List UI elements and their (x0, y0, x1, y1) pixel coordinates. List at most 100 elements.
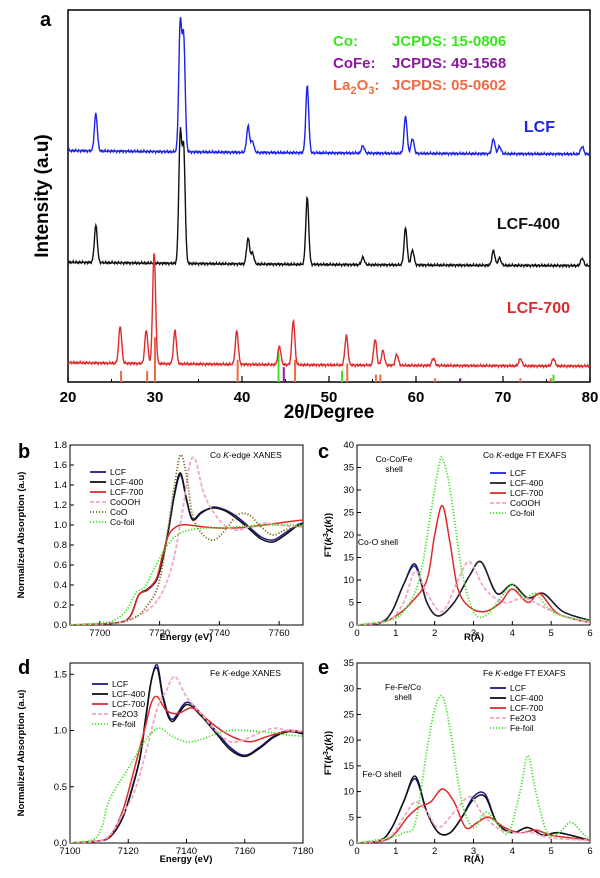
fe-k-edge-xanes-series-lcf-700 (70, 695, 303, 843)
fe-k-edge-ft-exafs-y-tick-label: 0 (349, 838, 354, 849)
co-k-edge-xanes-y-tick-label: 0.8 (54, 540, 67, 551)
co-k-edge-ft-exafs-y-tick-label: 0 (349, 620, 354, 631)
co-k-edge-ft-exafs-series-lcf-700 (357, 504, 590, 625)
series-label-lcf: LCF (524, 119, 555, 136)
series-label-lcf-400: LCF-400 (497, 216, 560, 233)
fe-exafs-x-label: R(Å) (464, 854, 484, 865)
co-k-edge-xanes-y-tick-label: 1.0 (54, 520, 67, 531)
legend-la2o3-card: JCPDS: 05-0602 (392, 77, 506, 94)
fe-k-edge-xanes-y-tick-label: 0.5 (54, 782, 67, 793)
xrd-reference-sticks (120, 337, 555, 382)
co-xanes-title: Co K-edge XANES (210, 450, 282, 460)
series-lcf-700 (67, 252, 591, 370)
fe-k-edge-xanes-legend-label-fe2o3: Fe2O3 (112, 709, 138, 719)
fe-k-edge-xanes-y-tick-label: 1.0 (54, 726, 67, 737)
co-k-edge-ft-exafs-x-tick-label: 5 (549, 628, 554, 639)
xrd-x-axis-label: 2θ/Degree (284, 402, 375, 423)
panel-label-e: e (318, 657, 329, 679)
co-k-edge-ft-exafs-x-tick-label: 1 (393, 628, 398, 639)
co-k-edge-ft-exafs-y-tick-label: 35 (343, 463, 354, 474)
annotation-fe-o-shell: Fe-O shell (362, 769, 401, 779)
co-k-edge-xanes-x-tick-label: 7740 (209, 628, 230, 639)
co-k-edge-xanes-legend-label-lcf-700: LCF-700 (110, 487, 143, 497)
co-k-edge-ft-exafs-y-tick-label: 15 (343, 553, 354, 564)
co-xanes-y-label: Normalized Absorption (a.u) (16, 472, 27, 599)
fe-k-edge-ft-exafs-legend-label-lcf-700: LCF-700 (510, 703, 543, 713)
fe-k-edge-ft-exafs-x-tick-label: 1 (393, 846, 398, 857)
xrd-x-tick-label: 30 (147, 389, 164, 406)
series-label-lcf-700: LCF-700 (507, 300, 570, 317)
fe-k-edge-ft-exafs-x-tick-label: 4 (510, 846, 515, 857)
co-k-edge-xanes-x-tick-label: 7760 (269, 628, 290, 639)
panel-label-b: b (18, 441, 30, 463)
fe-xanes-title: Fe K-edge XANES (210, 668, 281, 678)
xrd-x-tick-label: 70 (495, 389, 512, 406)
fe-k-edge-ft-exafs-x-tick-label: 3 (471, 846, 476, 857)
co-k-edge-ft-exafs-y-tick-label: 20 (343, 530, 354, 541)
xrd-x-tick-label: 80 (582, 389, 599, 406)
xrd-panel: 20 30 40 50 60 70 80 Intensity (a.u) 2θ/Degree… (32, 9, 599, 423)
co-k-edge-ft-exafs-series-co-foil (357, 456, 590, 625)
fe-k-edge-xanes-y-tick-label: 0.0 (54, 838, 67, 849)
annotation-co-o-shell: Co-O shell (358, 537, 398, 547)
co-k-edge-xanes-y-tick-label: 0.4 (54, 580, 67, 591)
fe-k-edge-xanes-series-fe2o3 (70, 675, 303, 843)
fe-exafs-panel: 0 1 2 3 4 5 6 0 5 10 15 20 25 30 35 FT(k3χ(k)) R(Å) Fe… (323, 658, 593, 865)
co-k-edge-ft-exafs-x-tick-label: 0 (354, 628, 359, 639)
fe-k-edge-xanes-legend-label-lcf: LCF (112, 679, 128, 689)
legend-la2o3-phase: La2O3: (333, 77, 379, 97)
fe-k-edge-ft-exafs-y-tick-label: 15 (343, 761, 354, 772)
xrd-series (67, 17, 591, 370)
co-k-edge-xanes-y-tick-label: 1.8 (54, 440, 67, 451)
series-lcf (67, 17, 591, 158)
co-k-edge-xanes-y-tick-label: 0.0 (54, 620, 67, 631)
co-xanes-panel: 7700 7720 7740 7760 0.0 0.2 0.4 0.6 0.8 1.0 1.2 1.4… (16, 440, 304, 643)
fe-k-edge-ft-exafs-x-tick-label: 5 (549, 846, 554, 857)
xrd-y-axis-label: Intensity (a.u) (32, 134, 53, 258)
annotation-fe-fe-co-shell: shell (394, 692, 412, 702)
fe-xanes-y-label: Normalized Absorption (a.u) (16, 690, 27, 817)
co-k-edge-xanes-y-tick-label: 1.2 (54, 500, 67, 511)
xrd-x-tick-label: 60 (408, 389, 425, 406)
co-xanes-series (70, 454, 303, 625)
xrd-x-tick-label: 20 (60, 389, 77, 406)
fe-k-edge-ft-exafs-y-tick-label: 35 (343, 658, 354, 669)
co-k-edge-ft-exafs-x-tick-label: 3 (471, 628, 476, 639)
co-k-edge-ft-exafs-series-coooh (357, 561, 590, 625)
fe-k-edge-xanes-x-tick-label: 7180 (292, 846, 313, 857)
fe-k-edge-ft-exafs-x-tick-label: 2 (432, 846, 437, 857)
fe-k-edge-ft-exafs-y-tick-label: 5 (349, 812, 354, 823)
co-k-edge-xanes-series-coo (70, 454, 303, 625)
co-k-edge-xanes-series-coooh (70, 456, 303, 625)
co-xanes-x-label: Energy (eV) (160, 632, 213, 643)
fe-xanes-panel: 7100 7120 7140 7160 7180 0.0 0.5 1.0 1.5 Normali… (16, 662, 314, 865)
panel-label-c: c (318, 441, 329, 463)
co-k-edge-xanes-y-tick-label: 1.4 (54, 480, 67, 491)
co-k-edge-xanes-y-tick-label: 1.6 (54, 460, 67, 471)
fe-k-edge-ft-exafs-series-lcf-400 (357, 775, 590, 843)
fe-k-edge-ft-exafs-legend-label-fe-foil: Fe-foil (510, 723, 534, 733)
co-k-edge-ft-exafs-y-tick-label: 40 (343, 440, 354, 451)
co-k-edge-ft-exafs-y-tick-label: 25 (343, 508, 354, 519)
fe-k-edge-ft-exafs-legend-label-lcf: LCF (510, 683, 526, 693)
fe-exafs-y-label: FT(k3χ(k)) (323, 731, 334, 775)
fe-k-edge-xanes-x-tick-label: 7140 (176, 846, 197, 857)
panel-label-a: a (40, 9, 52, 31)
annotation-co-co-fe: Co-Co/Fe (376, 454, 413, 464)
co-k-edge-xanes-x-tick-label: 7700 (89, 628, 110, 639)
co-k-edge-ft-exafs-legend-label-lcf-700: LCF-700 (510, 488, 543, 498)
fe-k-edge-ft-exafs-x-tick-label: 0 (354, 846, 359, 857)
co-k-edge-xanes-legend-label-co-foil: Co-foil (110, 517, 135, 527)
co-k-edge-xanes-legend-label-lcf: LCF (110, 467, 126, 477)
xrd-x-tick-label: 40 (234, 389, 251, 406)
co-k-edge-ft-exafs-legend-label-lcf: LCF (510, 468, 526, 478)
co-k-edge-xanes-x-tick-label: 7720 (149, 628, 170, 639)
co-k-edge-ft-exafs-legend-label-co-foil: Co-foil (510, 508, 535, 518)
fe-k-edge-xanes-x-tick-label: 7100 (59, 846, 80, 857)
xrd-reference-legend: Co: JCPDS: 15-0806 CoFe: JCPDS: 49-1568 … (333, 33, 506, 97)
